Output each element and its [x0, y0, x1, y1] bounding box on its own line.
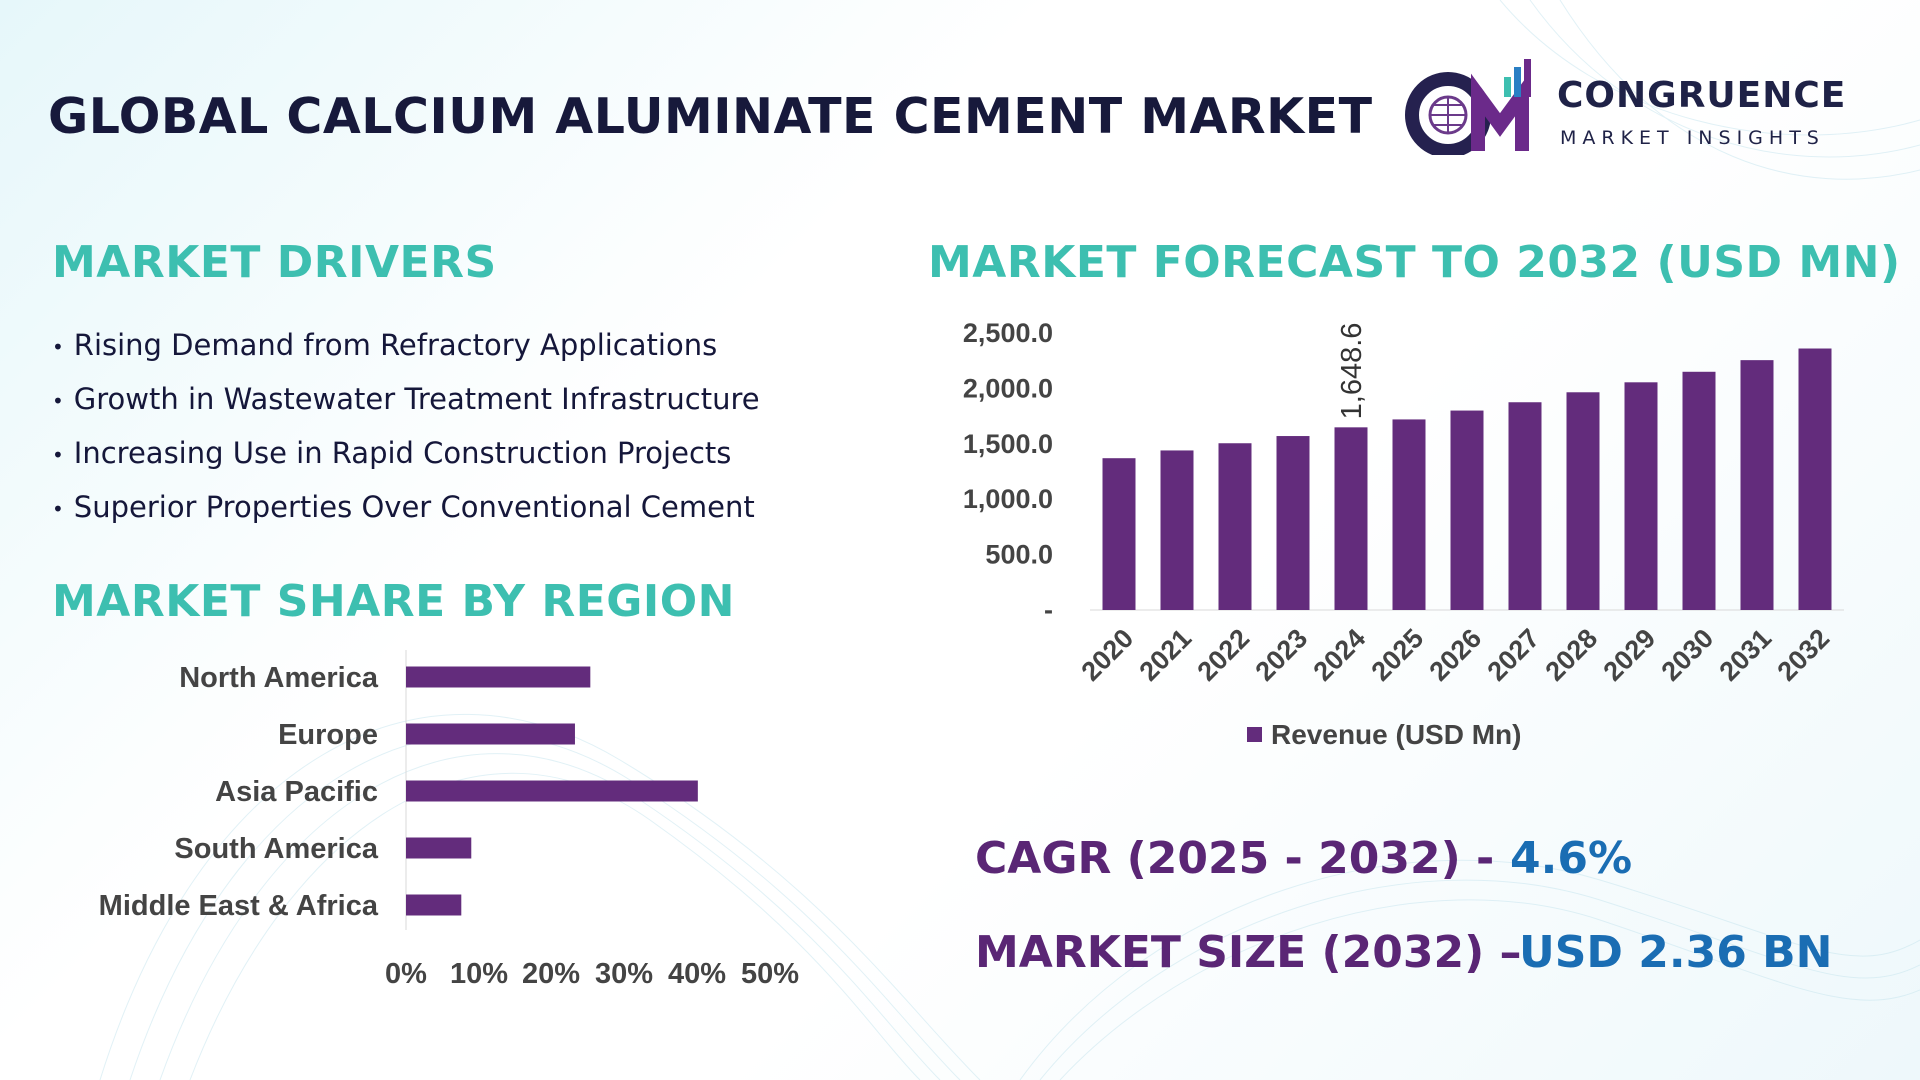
region-x-tick: 40%: [668, 958, 726, 990]
bullet-icon: •: [52, 443, 64, 467]
bullet-icon: •: [52, 335, 64, 359]
page-title: GLOBAL CALCIUM ALUMINATE CEMENT MARKET: [48, 88, 1373, 145]
forecast-x-tick: 2026: [1424, 623, 1488, 687]
forecast-y-tick: 2,000.0: [963, 373, 1053, 403]
brand-logo: CONGRUENCE MARKET INSIGHTS: [1400, 55, 1870, 155]
driver-item: • Growth in Wastewater Treatment Infrastr…: [52, 382, 760, 416]
cagr-label: CAGR (2025 - 2032) -: [975, 833, 1495, 884]
region-bar: [406, 894, 462, 916]
forecast-x-tick: 2025: [1366, 623, 1430, 687]
forecast-bar-2027: [1508, 402, 1542, 610]
region-bar: [406, 666, 591, 688]
forecast-bar-2020: [1102, 458, 1136, 610]
forecast-bar-2029: [1624, 382, 1658, 610]
forecast-x-tick: 2022: [1192, 623, 1256, 687]
drivers-list: • Rising Demand from Refractory Applicati…: [52, 322, 760, 538]
legend-label: Revenue (USD Mn): [1271, 719, 1521, 750]
forecast-bar-2031: [1740, 360, 1774, 610]
forecast-y-tick: -: [1044, 595, 1053, 625]
forecast-x-tick: 2021: [1134, 623, 1198, 687]
region-x-tick: 10%: [450, 958, 508, 990]
logo-name: CONGRUENCE: [1557, 75, 1847, 116]
bullet-icon: •: [52, 497, 64, 521]
driver-item: • Superior Properties Over Conventional C…: [52, 490, 755, 524]
forecast-bar-2028: [1566, 392, 1600, 610]
region-bar: [406, 723, 575, 745]
forecast-bar-2026: [1450, 410, 1484, 610]
forecast-x-tick: 2020: [1076, 623, 1140, 687]
region-x-tick: 30%: [595, 958, 653, 990]
forecast-x-tick: 2024: [1308, 623, 1372, 687]
drivers-title: MARKET DRIVERS: [52, 237, 497, 288]
forecast-bar-2022: [1218, 443, 1252, 610]
forecast-title: MARKET FORECAST TO 2032 (USD MN): [928, 237, 1901, 288]
forecast-data-label: 1,648.6: [1336, 323, 1368, 420]
region-bar: [406, 837, 472, 859]
forecast-x-tick: 2023: [1250, 623, 1314, 687]
region-label: North America: [179, 662, 379, 694]
forecast-bar-2025: [1392, 419, 1426, 610]
region-bar: [406, 780, 698, 802]
region-label: Asia Pacific: [215, 776, 378, 808]
forecast-x-tick: 2027: [1482, 623, 1546, 687]
region-x-tick: 20%: [522, 958, 580, 990]
forecast-bar-2030: [1682, 371, 1716, 610]
forecast-bar-2021: [1160, 450, 1194, 610]
region-label: South America: [174, 833, 378, 865]
region-x-tick: 50%: [741, 958, 799, 990]
region-title: MARKET SHARE BY REGION: [52, 576, 735, 627]
driver-item: • Increasing Use in Rapid Construction Pr…: [52, 436, 732, 470]
legend-swatch: [1247, 727, 1262, 742]
logo-mark-icon: [1405, 59, 1531, 155]
market-size-value: USD 2.36 BN: [1519, 927, 1833, 978]
forecast-bar-2032: [1798, 348, 1832, 610]
forecast-bar-2023: [1276, 436, 1310, 610]
forecast-x-tick: 2031: [1714, 623, 1778, 687]
forecast-y-tick: 500.0: [985, 540, 1053, 570]
forecast-x-tick: 2028: [1540, 623, 1604, 687]
forecast-bar-2024: [1334, 427, 1368, 610]
logo-tagline: MARKET INSIGHTS: [1560, 127, 1825, 149]
market-size-label: MARKET SIZE (2032) –: [975, 927, 1522, 978]
forecast-x-tick: 2030: [1656, 623, 1720, 687]
region-x-tick: 0%: [385, 958, 427, 990]
region-label: Europe: [278, 719, 378, 751]
region-label: Middle East & Africa: [99, 890, 379, 922]
forecast-y-tick: 1,000.0: [963, 484, 1053, 514]
forecast-y-tick: 2,500.0: [963, 318, 1053, 348]
forecast-x-tick: 2029: [1598, 623, 1662, 687]
forecast-x-tick: 2032: [1772, 623, 1836, 687]
forecast-y-tick: 1,500.0: [963, 429, 1053, 459]
driver-item: • Rising Demand from Refractory Applicati…: [52, 328, 718, 362]
bullet-icon: •: [52, 389, 64, 413]
cagr-value: 4.6%: [1510, 833, 1633, 884]
